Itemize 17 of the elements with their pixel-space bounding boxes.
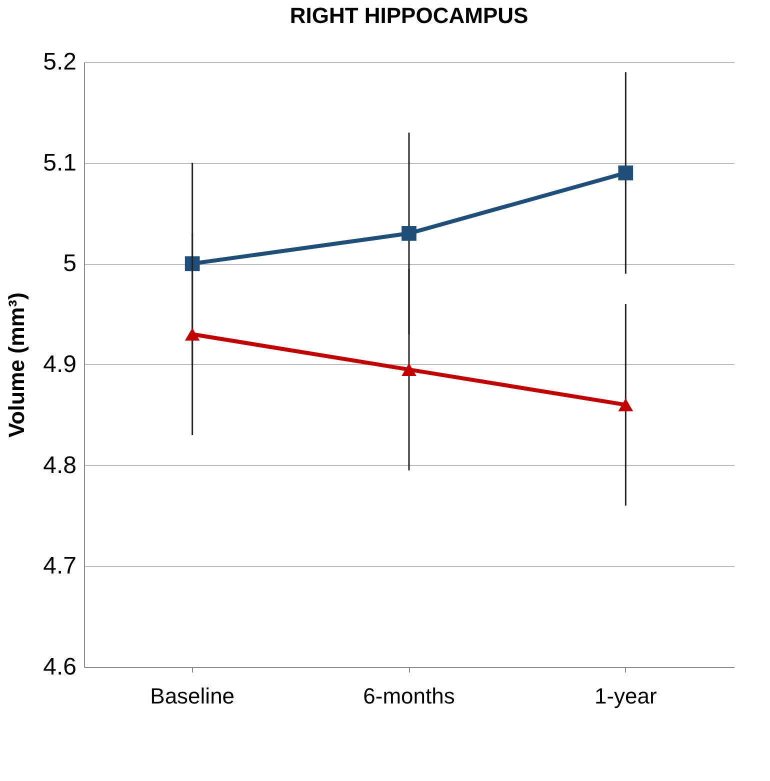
x-tick-label: 1-year	[594, 684, 657, 708]
chart-title: RIGHT HIPPOCAMPUS	[290, 3, 528, 28]
y-tick-label: 4.9	[43, 351, 76, 378]
y-tick-label: 5	[63, 250, 76, 278]
y-tick-label: 4.8	[43, 452, 76, 479]
y-axis-title: Volume (mm³)	[4, 292, 30, 438]
x-tick-label: Baseline	[150, 684, 235, 708]
point	[618, 166, 634, 180]
point	[402, 363, 416, 376]
point	[402, 226, 416, 241]
y-tick-label: 4.7	[43, 552, 76, 580]
point	[618, 398, 634, 412]
point	[184, 328, 200, 341]
y-tick-label: 5.1	[43, 149, 76, 176]
x-tick-label: 6-months	[363, 684, 455, 708]
y-tick-label: 5.2	[43, 48, 76, 76]
y-tick-label: 4.6	[43, 654, 76, 680]
